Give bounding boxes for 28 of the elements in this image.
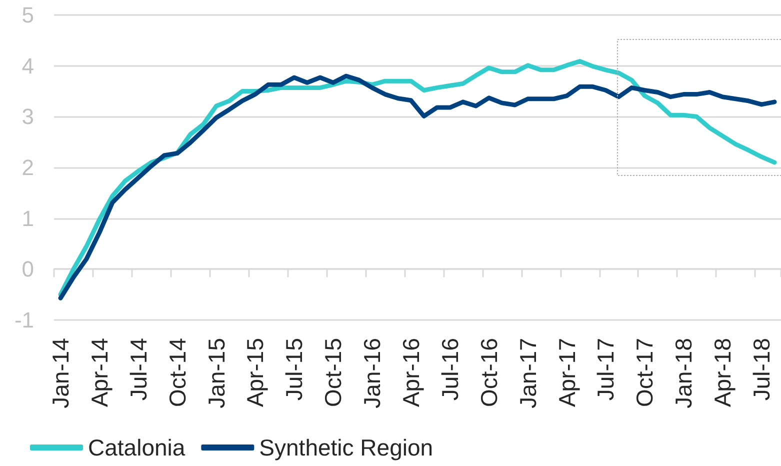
x-tick-label: Jul-18 [748,338,775,401]
y-tick-label: 4 [22,53,34,78]
x-tick-label: Oct-16 [476,338,502,408]
x-tick-label: Jul-17 [592,338,619,401]
x-tick-label: Jul-16 [436,338,463,401]
x-tick-label: Apr-15 [242,338,268,408]
x-tick-label: Jan-14 [47,338,74,408]
x-tick-label: Jan-15 [203,338,230,408]
x-tick-label: Apr-17 [554,338,580,408]
y-tick-label: 1 [22,206,34,231]
x-tick-label: Jan-16 [359,338,386,408]
x-tick-label: Apr-14 [86,338,112,408]
y-tick-label: 3 [22,104,34,130]
x-tick-label: Jul-14 [125,338,152,401]
legend-label: Synthetic Region [259,434,434,460]
y-tick-label: 2 [22,155,34,180]
y-tick-label: 0 [22,256,34,282]
x-tick-label: Jan-18 [670,338,697,408]
x-tick-label: Apr-18 [710,338,736,408]
x-tick-label: Oct-14 [164,338,190,408]
y-tick-label: -1 [14,308,34,332]
x-tick-label: Apr-16 [398,338,424,408]
x-tick-label: Jul-15 [281,338,308,401]
x-tick-label: Oct-15 [320,338,346,408]
legend-label: Catalonia [88,434,186,460]
x-tick-label: Jan-17 [514,338,541,408]
x-tick-label: Oct-17 [632,338,658,408]
y-tick-label: 5 [22,2,34,28]
